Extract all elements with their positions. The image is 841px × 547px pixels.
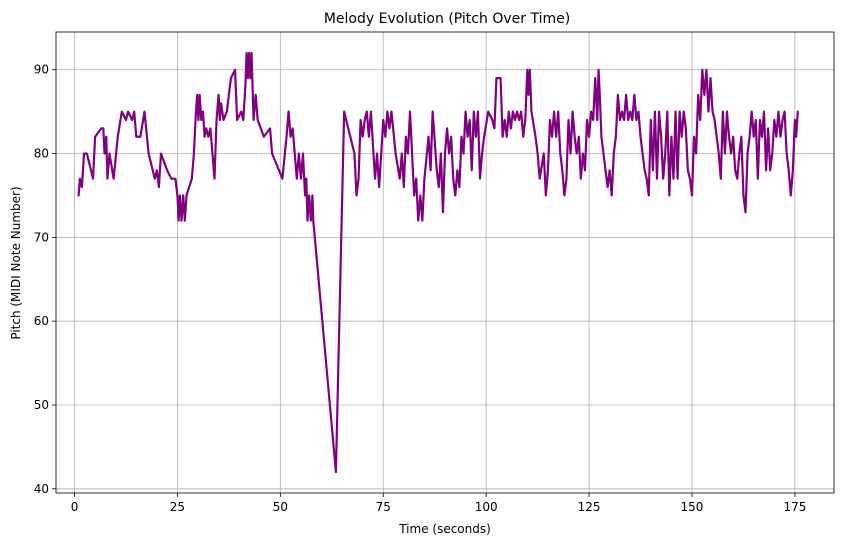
y-tick-label: 60 (34, 314, 49, 328)
chart-title: Melody Evolution (Pitch Over Time) (324, 11, 570, 27)
series-group (77, 51, 799, 474)
x-axis-ticks: 0 25 50 75 100 125 150 175 (71, 493, 806, 514)
y-axis-label: Pitch (MIDI Note Number) (9, 186, 23, 339)
y-tick-label: 70 (34, 230, 49, 244)
x-tick-label: 175 (783, 500, 806, 514)
pitch-series-line (77, 51, 799, 474)
y-tick-label: 80 (34, 147, 49, 161)
grid-lines (56, 32, 834, 493)
x-tick-label: 25 (170, 500, 185, 514)
x-tick-label: 75 (376, 500, 391, 514)
y-tick-label: 40 (34, 482, 49, 496)
x-tick-label: 0 (71, 500, 79, 514)
y-tick-label: 90 (34, 63, 49, 77)
x-tick-label: 125 (578, 500, 601, 514)
x-tick-label: 150 (681, 500, 704, 514)
y-axis-ticks: 40 50 60 70 80 90 (34, 63, 56, 496)
x-axis-label: Time (seconds) (398, 522, 491, 536)
plot-frame (55, 31, 835, 494)
x-tick-label: 50 (273, 500, 288, 514)
x-tick-label: 100 (475, 500, 498, 514)
y-tick-label: 50 (34, 398, 49, 412)
